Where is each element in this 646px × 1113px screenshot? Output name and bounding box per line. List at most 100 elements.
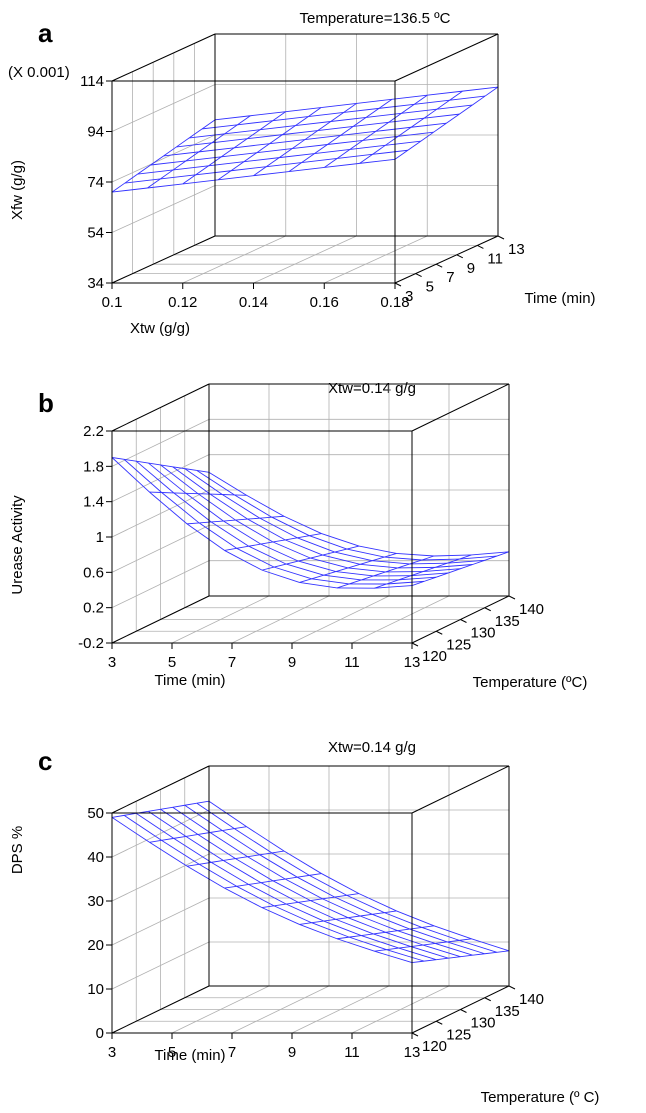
surface-line [111,457,125,460]
surface-line [135,460,175,494]
surface-line [297,876,335,898]
surface-line [347,917,386,933]
surface-line [378,103,415,109]
surface-line [317,121,332,131]
surface-line [314,148,351,154]
surface-line [401,103,415,114]
surface-line [433,554,472,557]
y-tick-label: 125 [446,636,471,653]
panel-b-ylabel: Temperature (ºC) [473,674,588,691]
surface-line [209,493,248,520]
surface-line [247,856,286,880]
surface-line [471,95,486,106]
surface-line [247,517,260,520]
grid-line [111,418,210,467]
surface-line [421,555,435,561]
surface-line [218,175,254,181]
surface-line [285,537,298,541]
z-tick-label: 2.2 [83,423,104,440]
surface-line [147,183,183,189]
surface-line [286,901,299,905]
surface-line [272,116,309,122]
x-tick-label: 0.14 [239,294,268,311]
y-tick-mark [411,642,419,647]
x-tick-label: 0.1 [102,294,123,311]
surface-line [246,494,285,517]
panel-b-axes [111,383,510,644]
y-tick-label: 140 [519,991,544,1008]
panel-c-zlabel: DPS % [9,826,26,874]
surface-line [327,135,341,145]
surface-line [359,915,398,932]
surface-line [195,170,232,176]
surface-line [299,578,312,583]
surface-line [223,858,236,861]
surface-line [372,149,408,155]
surface-line [284,539,323,556]
y-tick-mark [411,1032,419,1037]
box-edge [411,383,510,432]
surface-line [284,878,323,900]
surface-line [434,943,473,956]
surface-line [136,460,149,464]
surface-line [295,116,309,126]
surface-line [374,583,387,589]
surface-line [322,551,335,556]
surface-line [173,492,212,523]
panel-a-zlabel: Xfw (g/g) [9,160,26,220]
surface-line [397,930,436,944]
surface-line [182,174,196,185]
surface-line [414,99,450,105]
y-tick-mark [477,244,484,249]
box-edge [111,765,210,814]
z-tick-label: 34 [87,275,104,292]
surface-line [423,113,460,119]
grid-line [111,941,210,990]
surface-line [414,94,428,105]
surface-line [198,863,237,887]
surface-line [176,137,190,148]
surface-line [243,152,258,163]
surface-line [196,800,210,804]
surface-line [447,941,485,955]
surface-line [421,927,460,941]
z-tick-label: 114 [80,73,104,90]
y-tick-mark [460,1009,467,1013]
surface-line [260,882,299,903]
x-tick-label: 7 [228,1044,236,1061]
surface-line [298,901,337,920]
surface-line [372,556,385,562]
surface-line [448,956,461,959]
surface-line [398,575,412,581]
z-tick-label: 0 [96,1025,104,1042]
x-tick-label: 3 [108,1044,116,1061]
surface-line [261,566,275,571]
surface-line [274,903,287,907]
surface-line [322,898,361,917]
panel-a-surface [111,86,499,193]
surface-line [160,464,173,468]
surface-line [247,518,286,541]
box-edge [111,33,216,82]
surface-line [309,873,322,876]
surface-line [272,878,286,882]
y-tick-label: 130 [471,1015,496,1032]
surface-line [224,887,263,908]
y-tick-label: 120 [422,648,447,665]
surface-line [283,515,322,534]
surface-line [150,155,164,166]
surface-line [471,551,510,556]
surface-line [310,557,349,569]
surface-line [335,571,374,577]
surface-line [422,943,436,946]
surface-line [309,533,322,537]
surface-line [197,493,236,521]
surface-line [185,151,200,162]
surface-line [327,139,363,145]
surface-line [385,135,399,146]
surface-line [310,554,323,559]
surface-line [436,572,449,578]
z-tick-label: 94 [87,124,104,141]
surface-line [259,120,274,131]
